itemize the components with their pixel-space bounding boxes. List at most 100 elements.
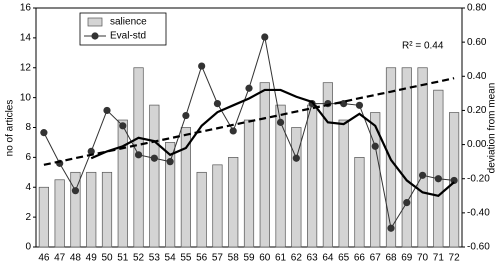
bar: [180, 127, 191, 248]
x-tick-label: 54: [165, 253, 177, 264]
marker: [150, 154, 158, 162]
marker: [261, 33, 269, 41]
bar: [228, 157, 239, 248]
y-tick-label: 8: [25, 122, 31, 133]
y2-tick-label: 0.00: [467, 139, 487, 150]
x-tick-label: 57: [212, 253, 224, 264]
x-tick-label: 71: [433, 253, 445, 264]
y2-tick-label: -0.20: [467, 173, 490, 184]
x-tick-label: 50: [101, 253, 113, 264]
marker: [387, 224, 395, 232]
x-tick-label: 60: [259, 253, 271, 264]
x-tick-label: 65: [338, 253, 350, 264]
y-tick-label: 10: [20, 92, 32, 103]
marker: [182, 111, 190, 120]
legend-marker: [91, 32, 99, 40]
y-axis-label: no of articles: [5, 100, 16, 157]
bar: [417, 67, 428, 248]
marker: [119, 122, 127, 130]
annotation: R² = 0.44: [402, 41, 444, 52]
bar: [212, 164, 223, 248]
marker: [87, 147, 95, 155]
bar: [149, 104, 160, 248]
marker: [245, 84, 253, 92]
bar: [322, 82, 333, 248]
y2-tick-label: 0.20: [467, 105, 487, 116]
x-tick-label: 70: [417, 253, 429, 264]
x-tick-label: 58: [228, 253, 240, 264]
x-tick-label: 66: [354, 253, 366, 264]
marker: [434, 175, 442, 183]
y2-tick-label: -0.40: [467, 207, 490, 218]
bar: [338, 119, 349, 248]
bar: [259, 82, 270, 248]
bar: [370, 112, 381, 248]
x-tick-label: 56: [196, 253, 208, 264]
x-tick-label: 69: [401, 253, 413, 264]
x-tick-label: 59: [243, 253, 255, 264]
y2-axis-label: deviation from mean: [487, 83, 498, 174]
marker: [292, 154, 300, 162]
y2-tick-label: 0.80: [467, 3, 487, 14]
bar: [86, 171, 97, 248]
marker: [355, 101, 364, 109]
marker: [371, 142, 379, 150]
bar: [117, 119, 128, 248]
x-tick-label: 52: [133, 253, 145, 264]
bar: [54, 179, 65, 248]
marker: [198, 62, 206, 70]
y-tick-label: 6: [25, 152, 31, 163]
marker: [166, 158, 174, 166]
bar: [243, 119, 255, 248]
y-tick-label: 16: [20, 3, 32, 14]
marker: [213, 100, 222, 108]
x-tick-label: 49: [86, 253, 98, 264]
y-tick-label: 14: [20, 33, 32, 44]
line: [90, 88, 455, 197]
y-tick-label: 2: [25, 212, 31, 223]
y2-tick-label: 0.60: [467, 37, 487, 48]
y2-tick-label: 0.40: [467, 71, 487, 82]
y-tick-label: 4: [25, 182, 31, 193]
x-tick-label: 47: [54, 253, 66, 264]
marker: [229, 127, 237, 135]
bar: [38, 186, 49, 248]
marker: [40, 129, 48, 137]
marker: [276, 118, 285, 126]
marker: [134, 151, 143, 159]
bar: [307, 104, 318, 248]
bar: [401, 67, 412, 248]
bar: [196, 171, 207, 248]
y2-tick-label: -0.60: [467, 242, 490, 253]
x-tick-label: 48: [70, 253, 82, 264]
bar: [101, 171, 113, 248]
x-tick-label: 67: [370, 253, 382, 264]
x-tick-label: 62: [291, 253, 303, 264]
x-tick-label: 51: [117, 253, 129, 264]
x-tick-label: 64: [322, 253, 334, 264]
bar: [70, 171, 81, 248]
y-tick-label: 0: [25, 242, 31, 253]
bar: [275, 104, 286, 248]
line: [43, 77, 455, 166]
y-tick-label: 12: [20, 62, 32, 73]
marker: [71, 187, 80, 195]
bar: [433, 89, 444, 248]
x-tick-label: 46: [38, 253, 50, 264]
marker: [403, 199, 411, 207]
x-tick-label: 61: [275, 253, 287, 264]
x-tick-label: 68: [385, 253, 397, 264]
x-tick-label: 53: [149, 253, 161, 264]
bar: [354, 157, 365, 248]
x-tick-label: 63: [307, 253, 319, 264]
legend-label: Eval-std: [110, 31, 146, 42]
marker: [103, 106, 111, 115]
marker: [418, 171, 427, 179]
x-tick-label: 72: [449, 253, 461, 264]
marker: [450, 176, 458, 185]
bar: [291, 127, 302, 248]
legend-label: salience: [110, 17, 147, 28]
x-tick-label: 55: [180, 253, 192, 264]
bar: [165, 142, 176, 248]
